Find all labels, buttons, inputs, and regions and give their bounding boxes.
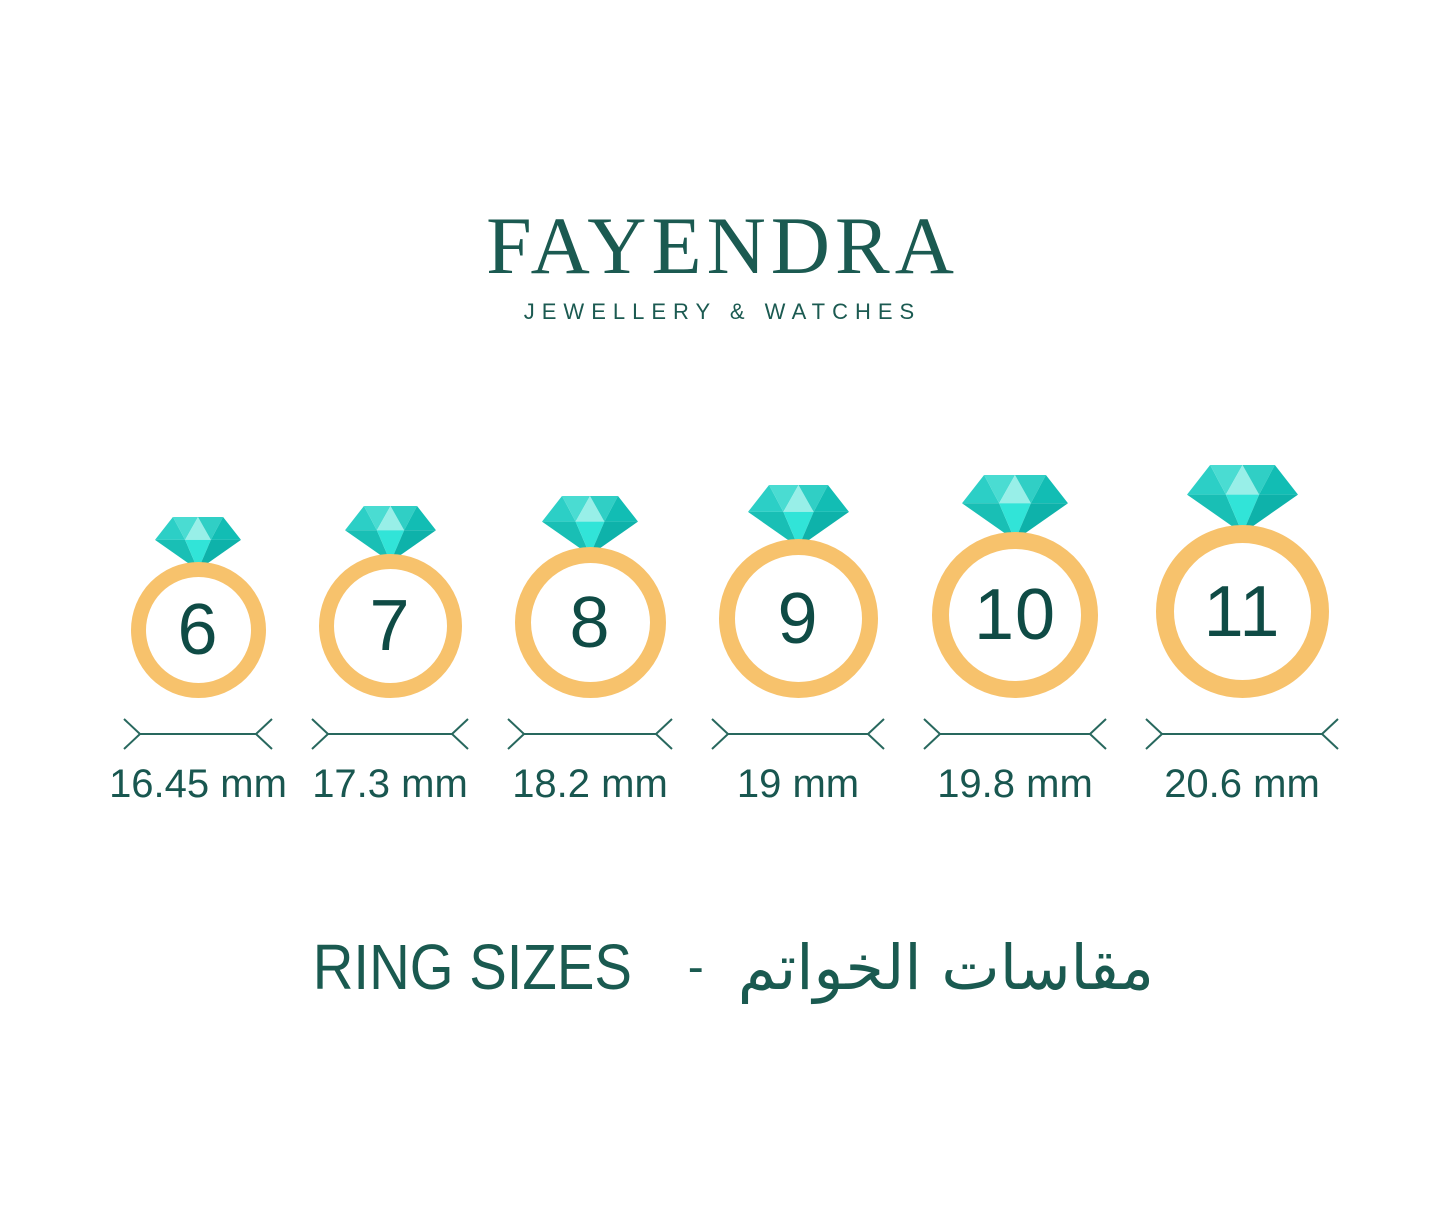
ring-item-9: 9 19 mm	[692, 485, 904, 808]
ring-size-number: 10	[973, 575, 1057, 656]
ring-size-chart: 6 16.45 mm 7 17.3 mm	[104, 465, 1358, 808]
diameter-label: 20.6 mm	[1164, 762, 1320, 807]
diameter-label: 18.2 mm	[512, 762, 668, 807]
title-separator: -	[687, 940, 704, 994]
width-indicator-arrows	[923, 718, 1107, 751]
chart-title-arabic: مقاسات الخواتم	[737, 930, 1154, 1004]
ring-band: 11	[1155, 525, 1329, 699]
ring-band: 10	[932, 532, 1098, 699]
ring-size-number: 9	[777, 578, 819, 659]
width-indicator-arrows	[507, 718, 673, 751]
ring-item-8: 8 18.2 mm	[488, 496, 692, 808]
ring-band: 8	[514, 547, 666, 699]
diameter-label: 17.3 mm	[312, 762, 468, 807]
diamond-icon	[962, 475, 1068, 541]
chart-title: RING SIZES - مقاسات الخواتم	[0, 930, 1445, 1004]
ring-item-10: 10 19.8 mm	[904, 475, 1126, 808]
ring-band: 6	[130, 562, 266, 699]
width-indicator-arrows	[711, 718, 885, 751]
brand-name: FAYENDRA	[486, 200, 959, 291]
ring-size-number: 6	[177, 590, 219, 671]
width-indicator-arrows	[311, 718, 469, 751]
diameter-label: 19 mm	[736, 762, 860, 807]
ring-band: 9	[718, 539, 878, 699]
brand-tagline: JEWELLERY & WATCHES	[523, 299, 922, 324]
width-indicator-arrows	[1145, 718, 1339, 751]
ring-band: 7	[318, 554, 462, 699]
diameter-label: 16.45 mm	[109, 762, 287, 807]
diamond-icon	[747, 485, 849, 548]
diameter-label: 19.8 mm	[937, 762, 1093, 807]
ring-item-6: 6 16.45 mm	[104, 517, 292, 808]
width-indicator-arrows	[123, 718, 273, 751]
ring-item-7: 7 17.3 mm	[292, 506, 488, 808]
brand-logo: FAYENDRA JEWELLERY & WATCHES	[0, 205, 1445, 325]
ring-size-number: 11	[1203, 571, 1281, 652]
ring-size-number: 8	[569, 582, 611, 663]
diamond-icon	[542, 496, 638, 556]
ring-size-number: 7	[369, 586, 411, 667]
ring-item-11: 11 20.6 mm	[1126, 465, 1358, 808]
diamond-icon	[1186, 465, 1298, 534]
chart-title-english: RING SIZES	[312, 931, 632, 1003]
